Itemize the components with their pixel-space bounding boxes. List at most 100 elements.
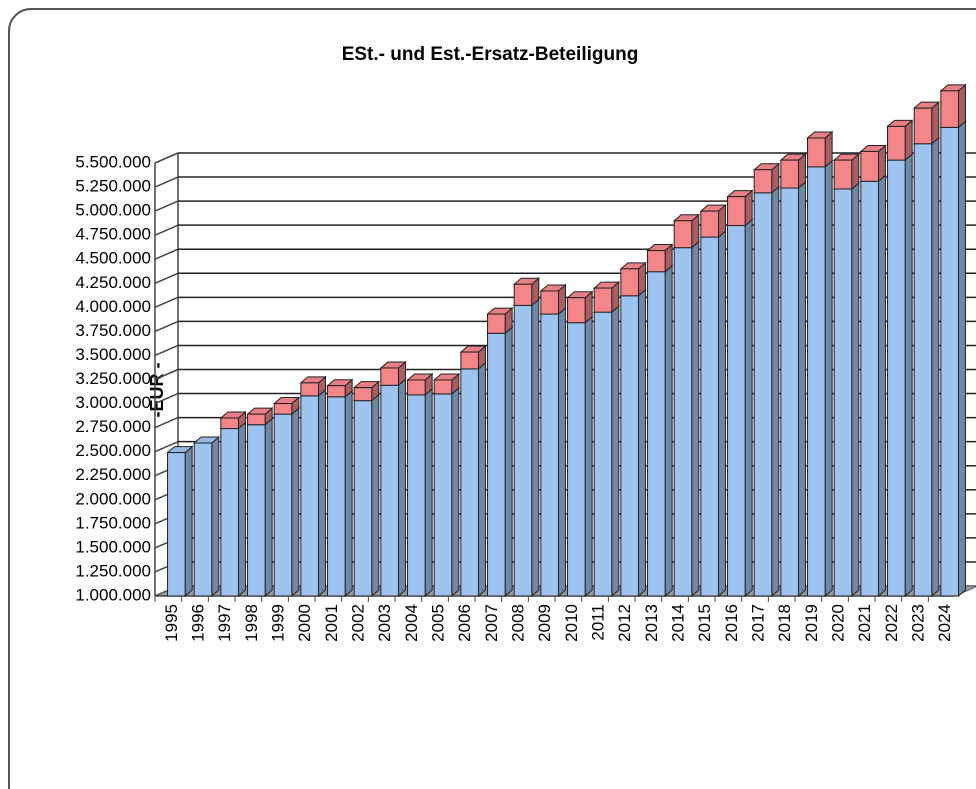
bar	[247, 413, 266, 426]
bar-side	[237, 421, 246, 598]
bar-segment	[726, 218, 754, 598]
bar	[327, 396, 346, 597]
x-tick-label: 2014	[668, 604, 687, 642]
bar-segment	[166, 445, 194, 598]
bar-segment	[806, 130, 834, 168]
bar-segment	[592, 281, 621, 314]
x-tick-label: 2003	[375, 604, 394, 642]
bar-segment	[939, 120, 967, 598]
x-tick-label: 2002	[348, 604, 367, 642]
bar-segment	[352, 380, 381, 402]
bar-side	[931, 101, 940, 145]
tick-mark	[154, 248, 179, 260]
bar-side	[851, 181, 860, 598]
x-tick-label: 2020	[828, 604, 847, 642]
bar	[780, 187, 799, 597]
x-tick-label: 2001	[322, 604, 341, 642]
bar-side	[957, 83, 966, 129]
bar-segment	[379, 360, 407, 387]
bar	[807, 137, 826, 168]
bar-segment	[672, 213, 701, 249]
y-tick-label: 1.750.000	[75, 513, 151, 532]
bar-side	[904, 153, 913, 598]
bar	[727, 225, 746, 597]
bar	[220, 417, 239, 430]
bar-segment	[432, 372, 461, 396]
y-tick-label: 4.500.000	[75, 249, 151, 268]
bar-side	[664, 264, 673, 598]
bar	[647, 250, 666, 273]
bar	[673, 220, 693, 249]
bar	[700, 236, 719, 597]
bar-segment	[699, 204, 727, 239]
tick-mark	[154, 416, 179, 429]
bar-segment	[832, 153, 861, 191]
tick-mark	[154, 440, 179, 453]
bar-segment	[299, 375, 327, 397]
bar-segment	[779, 180, 807, 598]
bar	[300, 382, 319, 397]
bar	[673, 247, 693, 597]
bar-side	[691, 240, 700, 598]
bar	[647, 271, 666, 597]
x-tick-label: 2019	[802, 604, 821, 642]
bar	[433, 379, 453, 395]
bar-segment	[832, 181, 861, 598]
bar	[567, 297, 586, 324]
bar-side	[504, 326, 513, 598]
bar-segment	[592, 305, 621, 598]
y-tick-label: 4.750.000	[75, 225, 151, 244]
bar-segment	[272, 407, 301, 598]
bar-side	[824, 159, 833, 598]
bar	[327, 385, 346, 398]
bar-segment	[886, 119, 914, 162]
bar	[940, 126, 959, 597]
bar-segment	[726, 189, 754, 227]
x-tick-label: 1996	[188, 604, 207, 642]
bar	[833, 188, 853, 597]
y-tick-label: 4.000.000	[75, 297, 151, 316]
bar-segment	[379, 378, 407, 598]
x-tick-label: 2004	[402, 604, 421, 642]
tick-mark	[154, 224, 179, 236]
x-tick-label: 2013	[642, 604, 661, 642]
bar	[567, 322, 586, 597]
bar-side	[957, 120, 966, 598]
bar	[460, 368, 479, 597]
x-tick-label: 2005	[428, 604, 447, 642]
x-tick-label: 2011	[588, 604, 607, 641]
bar-segment	[192, 435, 221, 598]
bar-segment	[566, 315, 594, 598]
bar-segment	[326, 389, 354, 598]
bar-segment	[512, 298, 541, 598]
bar	[753, 169, 773, 194]
bar	[380, 367, 399, 386]
x-tick-label: 1995	[162, 604, 181, 642]
bar	[620, 295, 639, 597]
y-tick-label: 2.250.000	[75, 465, 151, 484]
bar	[807, 166, 826, 597]
y-tick-label: 5.500.000	[75, 152, 151, 171]
bar-side	[557, 306, 566, 598]
bar-segment	[646, 264, 674, 598]
y-tick-label: 3.500.000	[75, 345, 151, 364]
bar-segment	[886, 153, 914, 598]
bar-segment	[779, 153, 807, 190]
tick-mark	[154, 152, 179, 164]
bar-side	[424, 387, 433, 598]
bar-segment	[246, 417, 274, 598]
bar	[913, 143, 933, 597]
bar-segment	[939, 83, 967, 129]
x-tick-label: 2024	[935, 604, 954, 642]
bar	[513, 304, 533, 597]
y-tick-label: 2.000.000	[75, 489, 151, 508]
bar-side	[611, 305, 620, 598]
bar	[273, 403, 293, 415]
bar-side	[904, 119, 913, 162]
bar	[353, 400, 373, 597]
bar	[887, 125, 906, 161]
x-tick-label: 2000	[295, 604, 314, 642]
bar-segment	[859, 174, 887, 598]
bar-segment	[459, 361, 487, 598]
